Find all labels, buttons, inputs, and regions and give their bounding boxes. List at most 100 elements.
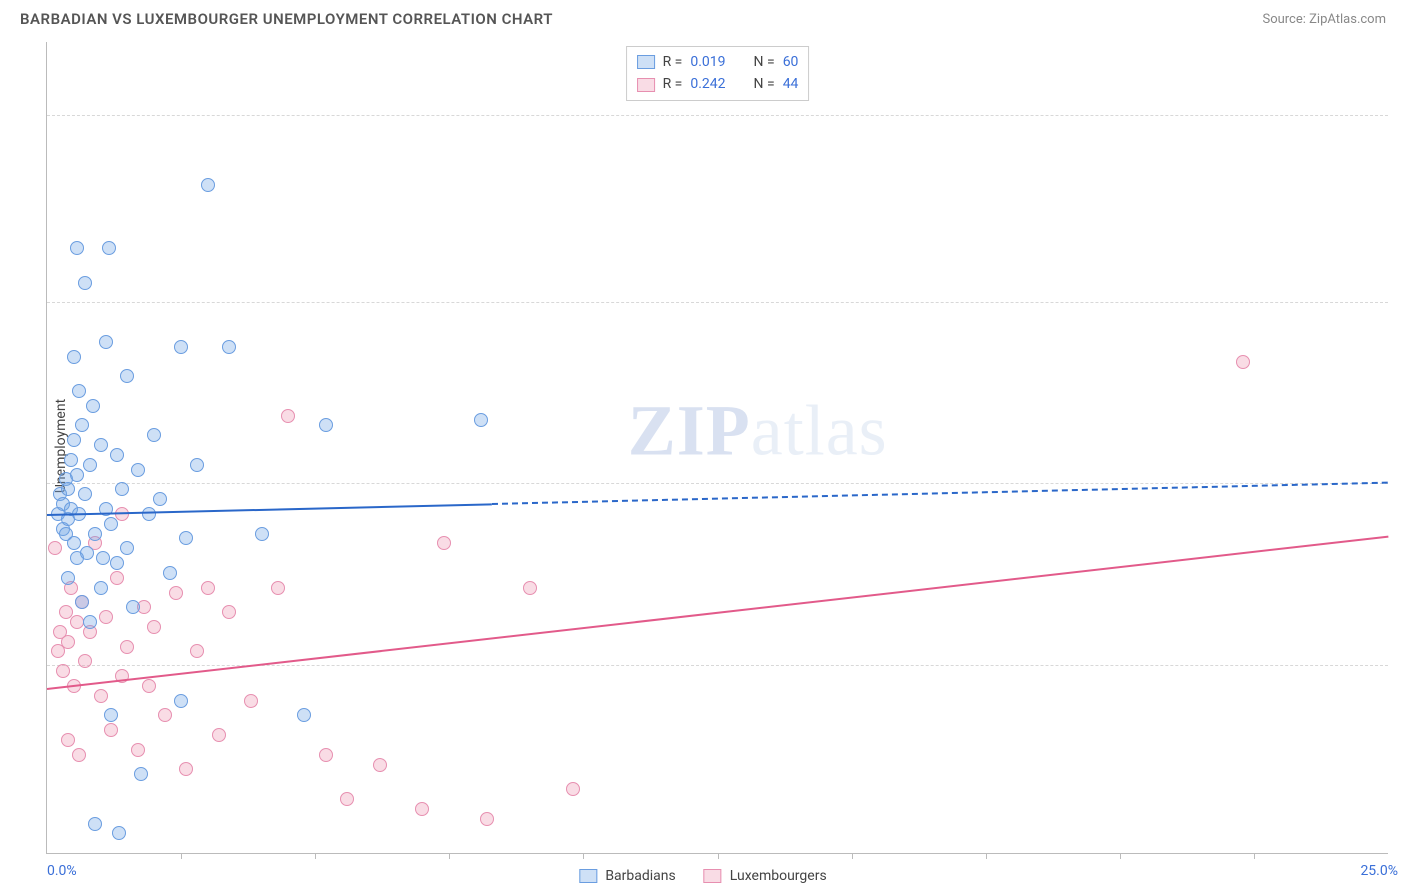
barbadian-point [190,458,204,472]
barbadian-point [75,595,89,609]
barbadian-point [67,433,81,447]
legend-r-key: R = [663,51,683,73]
legend-swatch [579,869,597,883]
barbadian-point [61,571,75,585]
barbadian-point [153,492,167,506]
legend-item-luxembourgers: Luxembourgers [704,868,827,884]
luxembourger-point [212,728,226,742]
barbadian-point [120,369,134,383]
luxembourger-point [271,581,285,595]
barbadian-point [94,438,108,452]
barbadian-point [126,600,140,614]
source-attribution: Source: ZipAtlas.com [1262,12,1386,27]
luxembourger-point [147,620,161,634]
chart-area: ZIPatlas R =0.019N =60R =0.242N =44 3.8%… [46,42,1388,854]
barbadian-point [67,350,81,364]
luxembourger-point [56,664,70,678]
barbadian-point [83,458,97,472]
luxembourger-point [61,733,75,747]
legend-n-key: N = [754,51,775,73]
luxembourger-point [94,689,108,703]
series-legend: Barbadians Luxembourgers [579,868,826,884]
legend-swatch [704,869,722,883]
luxembourger-point [120,640,134,654]
x-tick-mark [315,853,316,859]
barbadian-point [70,241,84,255]
luxembourger-point [437,536,451,550]
barbadian-point [80,546,94,560]
chart-title: BARBADIAN VS LUXEMBOURGER UNEMPLOYMENT C… [20,10,553,28]
luxembourger-point [222,605,236,619]
y-tick-label: 15.0% [1396,92,1406,108]
luxembourger-point [415,802,429,816]
luxembourger-point [78,654,92,668]
luxembourger-point [179,762,193,776]
luxembourger-point [319,748,333,762]
barbadian-point [86,399,100,413]
legend-n-value: 44 [783,73,799,95]
x-tick-mark [449,853,450,859]
barbadian-point [83,615,97,629]
luxembourger-point [70,615,84,629]
barbadian-point [142,507,156,521]
luxembourger-point [142,679,156,693]
barbadian-point [67,536,81,550]
gridline [47,115,1388,116]
luxembourger-point [48,541,62,555]
barbadian-point [174,340,188,354]
x-tick-mark [1254,853,1255,859]
barbadian-point [474,413,488,427]
legend-label: Luxembourgers [730,868,827,884]
barbadian-point [70,468,84,482]
barbadian-point [110,556,124,570]
barbadian-point [147,428,161,442]
luxembourger-point [61,635,75,649]
legend-row-luxembourgers: R =0.242N =44 [637,73,799,95]
legend-item-barbadians: Barbadians [579,868,675,884]
luxembourger-point [104,723,118,737]
luxembourger-trendline [47,536,1388,690]
barbadian-point [78,487,92,501]
gridline [47,483,1388,484]
x-axis-origin-label: 0.0% [47,863,77,879]
luxembourger-point [566,782,580,796]
x-tick-mark [718,853,719,859]
luxembourger-point [110,571,124,585]
barbadian-point [131,463,145,477]
luxembourger-point [72,748,86,762]
x-axis-max-label: 25.0% [1360,863,1398,879]
x-tick-mark [852,853,853,859]
barbadian-point [72,384,86,398]
plot-region: ZIPatlas R =0.019N =60R =0.242N =44 3.8%… [47,42,1388,853]
luxembourger-point [190,644,204,658]
y-tick-label: 3.8% [1396,642,1406,658]
barbadian-trendline [47,503,492,516]
legend-swatch [637,78,655,92]
watermark: ZIPatlas [628,390,888,473]
barbadian-point [104,708,118,722]
x-tick-mark [181,853,182,859]
barbadian-point [94,581,108,595]
luxembourger-point [281,409,295,423]
barbadian-point [174,694,188,708]
legend-r-value: 0.242 [690,73,725,95]
barbadian-point [64,453,78,467]
barbadian-point [297,708,311,722]
barbadian-point [110,448,124,462]
legend-row-barbadians: R =0.019N =60 [637,51,799,73]
luxembourger-point [1236,355,1250,369]
barbadian-point [134,767,148,781]
luxembourger-point [131,743,145,757]
barbadian-point [102,241,116,255]
legend-n-value: 60 [783,51,799,73]
legend-n-key: N = [754,73,775,95]
barbadian-trendline [492,482,1388,505]
luxembourger-point [99,610,113,624]
barbadian-point [75,418,89,432]
barbadian-point [115,482,129,496]
barbadian-point [112,826,126,840]
barbadian-point [163,566,177,580]
luxembourger-point [169,586,183,600]
luxembourger-point [244,694,258,708]
barbadian-point [96,551,110,565]
